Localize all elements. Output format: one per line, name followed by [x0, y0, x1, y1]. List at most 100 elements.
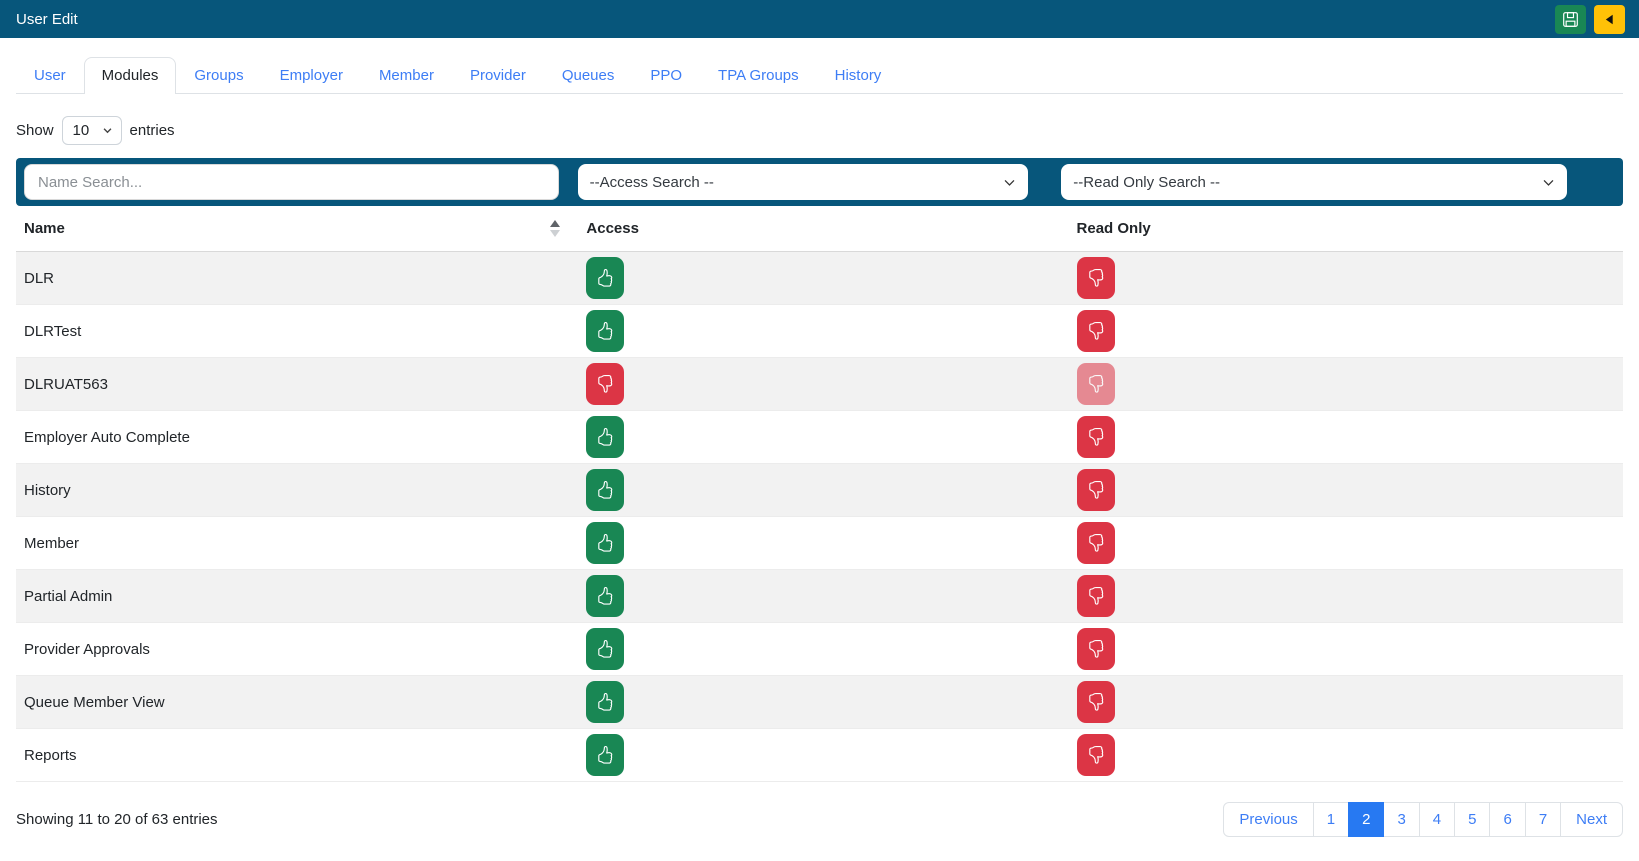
save-button[interactable]: [1555, 4, 1586, 34]
pagination: Previous 1 2 3 4 5 6 7 Next: [1223, 802, 1623, 837]
table-row: Member: [16, 517, 1623, 570]
tab-ppo[interactable]: PPO: [650, 67, 683, 84]
thumbs-up-icon: [598, 693, 613, 711]
tab-tpa-groups[interactable]: TPA Groups: [718, 67, 799, 84]
page-1[interactable]: 1: [1312, 802, 1350, 837]
readonly-toggle-button[interactable]: [1076, 416, 1115, 458]
chevron-down-icon: [1544, 179, 1554, 186]
chevron-down-icon: [103, 128, 111, 134]
table-footer: Showing 11 to 20 of 63 entries Previous 1…: [16, 782, 1623, 849]
thumbs-up-icon: [598, 481, 613, 499]
table-body: DLR DLRTest DLRUAT563: [16, 252, 1623, 782]
table-row: Employer Auto Complete: [16, 411, 1623, 464]
readonly-toggle-button[interactable]: [1076, 469, 1115, 511]
thumbs-down-icon: [1088, 534, 1103, 552]
page-7[interactable]: 7: [1524, 802, 1562, 837]
readonly-toggle-button[interactable]: [1076, 257, 1115, 299]
module-name: History: [24, 481, 71, 499]
entries-label: entries: [129, 122, 175, 139]
page-6[interactable]: 6: [1489, 802, 1526, 837]
readonly-search-value: --Read Only Search --: [1073, 173, 1220, 191]
access-search-select[interactable]: --Access Search --: [577, 164, 1029, 200]
table-row: Provider Approvals: [16, 623, 1623, 676]
module-name: Provider Approvals: [24, 640, 150, 658]
module-name: DLR: [24, 269, 55, 287]
tab-history[interactable]: History: [834, 67, 882, 84]
access-search-value: --Access Search --: [589, 173, 714, 191]
thumbs-up-icon: [598, 534, 613, 552]
tab-groups[interactable]: Groups: [194, 67, 244, 84]
thumbs-down-icon: [1088, 428, 1103, 446]
table-row: History: [16, 464, 1623, 517]
thumbs-down-icon: [1088, 587, 1103, 605]
thumbs-down-icon: [1088, 746, 1103, 764]
access-toggle-button[interactable]: [586, 522, 625, 564]
thumbs-down-icon: [1088, 693, 1103, 711]
readonly-toggle-button[interactable]: [1076, 681, 1115, 723]
readonly-toggle-button[interactable]: [1076, 628, 1115, 670]
access-toggle-button[interactable]: [586, 310, 625, 352]
tab-provider[interactable]: Provider: [469, 67, 526, 84]
access-toggle-button[interactable]: [586, 469, 625, 511]
tab-queues[interactable]: Queues: [561, 67, 615, 84]
back-button[interactable]: [1594, 4, 1625, 34]
tab-modules[interactable]: Modules: [83, 57, 177, 94]
column-header-name[interactable]: Name: [16, 220, 570, 237]
thumbs-up-icon: [598, 322, 613, 340]
thumbs-up-icon: [598, 269, 613, 287]
table-info: Showing 11 to 20 of 63 entries: [16, 811, 218, 828]
access-toggle-button[interactable]: [586, 257, 625, 299]
access-toggle-button[interactable]: [586, 628, 625, 670]
filter-bar: --Access Search -- --Read Only Search --: [16, 158, 1623, 206]
column-header-read-only[interactable]: Read Only: [1076, 220, 1151, 237]
module-name: Queue Member View: [24, 693, 165, 711]
table-header: Name Access Read Only: [16, 206, 1623, 252]
page-4[interactable]: 4: [1418, 802, 1456, 837]
module-name: Partial Admin: [24, 587, 113, 605]
show-label: Show: [16, 122, 54, 139]
floppy-save-icon: [1563, 11, 1578, 27]
length-row: Show 10 entries: [16, 116, 1623, 145]
page-2[interactable]: 2: [1348, 802, 1385, 837]
topbar-actions: [1555, 4, 1625, 34]
modules-table: Name Access Read Only DLR DLRTest: [16, 206, 1623, 782]
readonly-toggle-button[interactable]: [1076, 575, 1115, 617]
page-5[interactable]: 5: [1454, 802, 1491, 837]
thumbs-down-icon: [1088, 375, 1103, 393]
tab-user[interactable]: User: [34, 67, 66, 84]
table-row: DLR: [16, 252, 1623, 305]
content: User Modules Groups Employer Member Provider Q…: [0, 57, 1639, 849]
module-name: Reports: [24, 746, 77, 764]
column-header-access[interactable]: Access: [586, 220, 639, 237]
thumbs-up-icon: [598, 746, 613, 764]
access-toggle-button[interactable]: [586, 681, 625, 723]
thumbs-down-icon: [1088, 269, 1103, 287]
access-toggle-button[interactable]: [586, 734, 625, 776]
table-row: Reports: [16, 729, 1623, 782]
readonly-toggle-button[interactable]: [1076, 734, 1115, 776]
page-length-value: 10: [72, 122, 90, 139]
access-toggle-button[interactable]: [586, 363, 625, 405]
page-3[interactable]: 3: [1383, 802, 1420, 837]
page-next[interactable]: Next: [1560, 802, 1623, 837]
thumbs-up-icon: [598, 587, 613, 605]
readonly-toggle-button[interactable]: [1076, 310, 1115, 352]
chevron-down-icon: [1004, 179, 1015, 186]
module-name: DLRTest: [24, 322, 82, 340]
readonly-toggle-button[interactable]: [1076, 522, 1115, 564]
page-length-select[interactable]: 10: [61, 116, 122, 145]
readonly-search-select[interactable]: --Read Only Search --: [1061, 164, 1568, 200]
tab-member[interactable]: Member: [378, 67, 434, 84]
thumbs-up-icon: [598, 640, 613, 658]
title-bar: User Edit: [0, 0, 1639, 38]
name-search-input[interactable]: [24, 164, 559, 200]
module-name: DLRUAT563: [24, 375, 108, 393]
access-toggle-button[interactable]: [586, 575, 625, 617]
page-previous[interactable]: Previous: [1223, 802, 1314, 837]
module-name: Member: [24, 534, 80, 552]
sort-ascending-icon: [550, 220, 561, 237]
access-toggle-button[interactable]: [586, 416, 625, 458]
table-row: DLRTest: [16, 305, 1623, 358]
tab-employer[interactable]: Employer: [279, 67, 343, 84]
